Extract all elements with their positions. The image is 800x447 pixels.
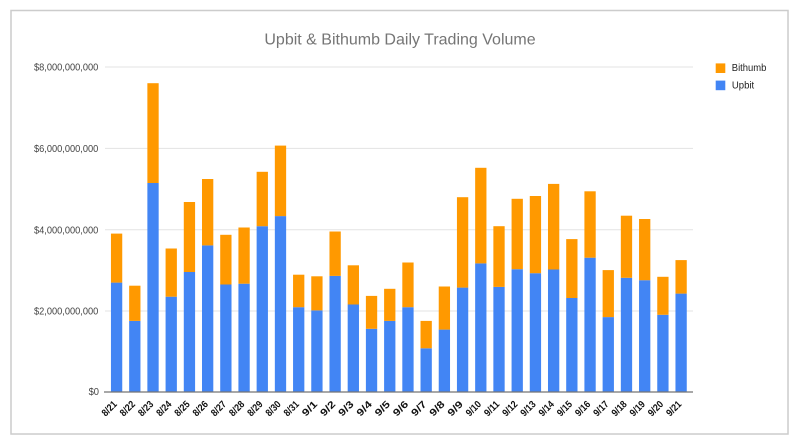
svg-text:$4,000,000,000: $4,000,000,000 [34, 225, 99, 236]
svg-text:Upbit & Bithumb Daily Trading: Upbit & Bithumb Daily Trading Volume [264, 32, 535, 49]
svg-text:Upbit: Upbit [732, 80, 754, 91]
svg-text:Bithumb: Bithumb [732, 63, 767, 74]
svg-text:$8,000,000,000: $8,000,000,000 [34, 63, 99, 74]
svg-text:$0: $0 [89, 387, 100, 398]
svg-text:$6,000,000,000: $6,000,000,000 [34, 144, 99, 155]
svg-text:$2,000,000,000: $2,000,000,000 [34, 307, 99, 318]
